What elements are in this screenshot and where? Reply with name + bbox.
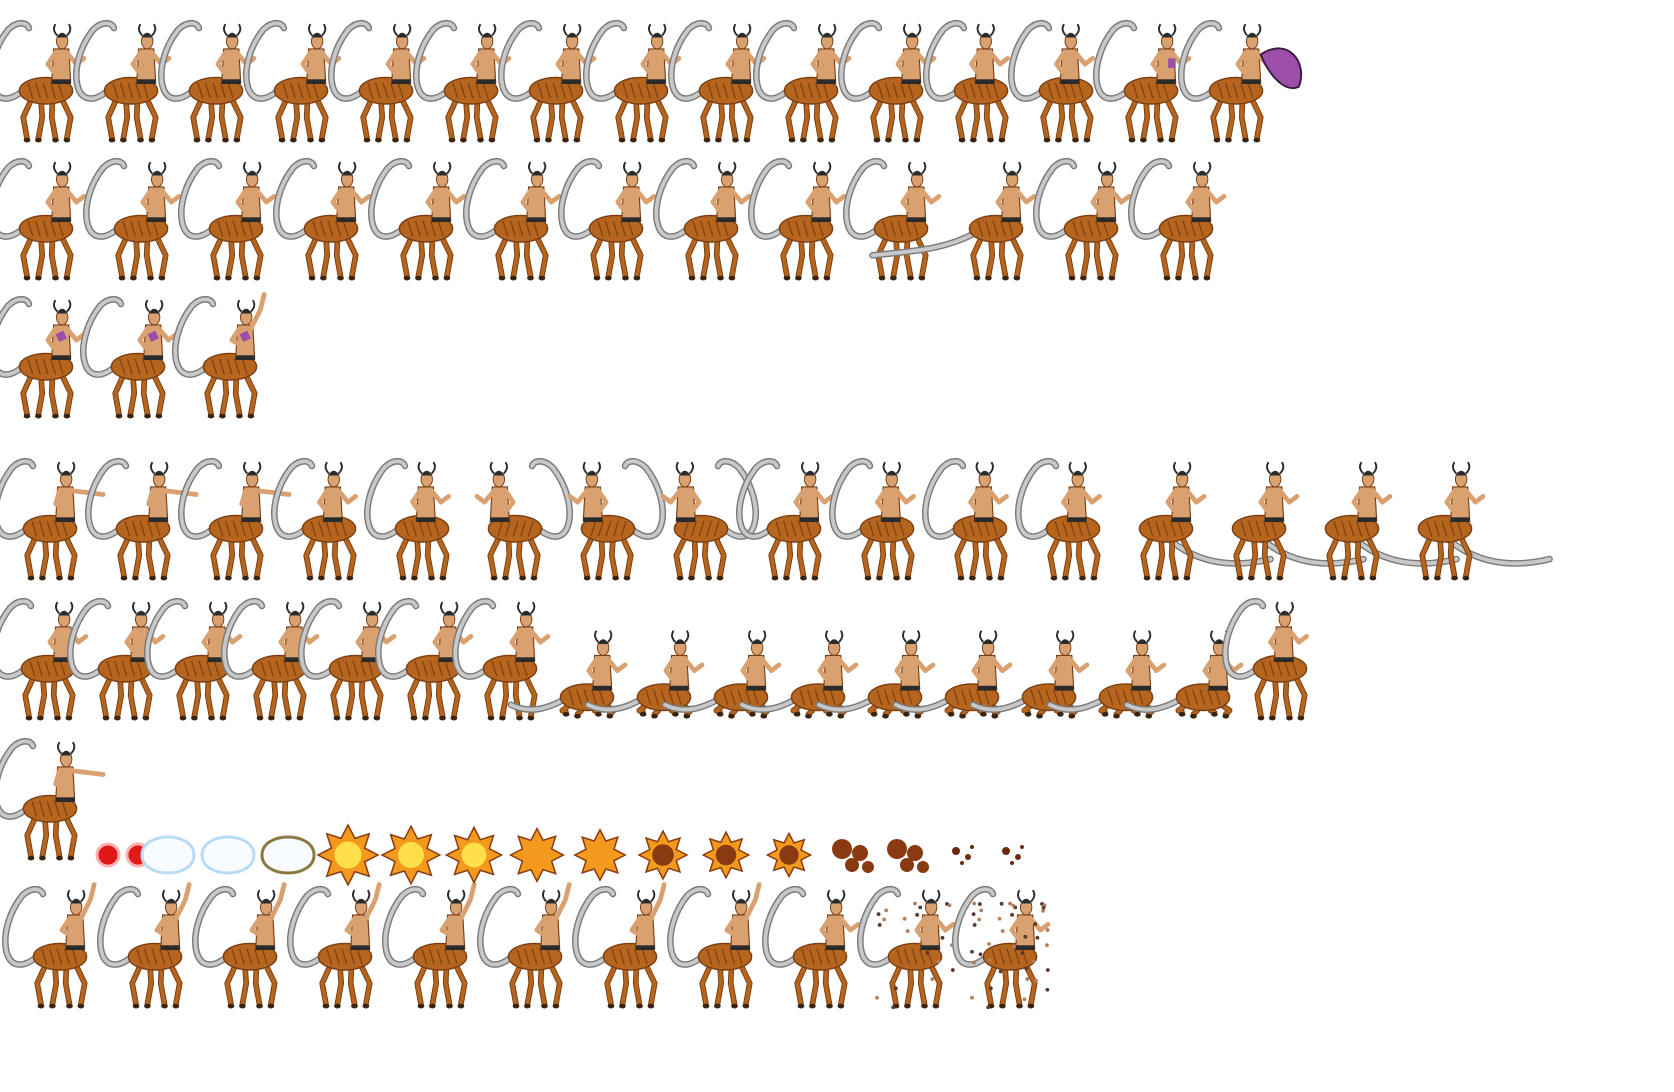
- sprite-stance-frame-5: [328, 19, 427, 143]
- fx-burst-frame-13: [765, 831, 813, 879]
- sprite-kicks-frame-2: [85, 457, 199, 581]
- sprite-stance-frame-8: [583, 19, 682, 143]
- sprite-cast-frame-3: [172, 292, 267, 419]
- fx-burst-frame-7: [380, 824, 442, 886]
- sprite-hit-crouch-frame-14: [969, 630, 1090, 719]
- fx-orb-frame-1: [95, 842, 121, 868]
- sprite-walk-jump-frame-7: [558, 157, 657, 281]
- sprite-kicks-frame-7: [567, 457, 666, 581]
- sprite-hit-crouch-frame-13: [892, 630, 1013, 719]
- sprite-kicks-frame-4: [271, 457, 358, 581]
- fx-debris-frame-16: [952, 845, 974, 865]
- sprite-cast-frame-2: [80, 295, 179, 419]
- sprite-stance-frame-6: [413, 19, 512, 143]
- fx-burst-frame-10: [573, 828, 627, 882]
- sprite-victory-death-frame-11: [952, 885, 1051, 1010]
- fx-burst-frame-11: [637, 829, 689, 881]
- effect-frames: [95, 823, 1024, 887]
- sprite-hit-crouch-frame-5: [298, 597, 397, 721]
- sprite-hit-crouch-frame-8: [507, 630, 628, 719]
- fx-burst-frame-9: [508, 826, 566, 884]
- sprite-hit-crouch-frame-12: [815, 630, 936, 719]
- fx-smoke-frame-15: [887, 839, 929, 873]
- sprite-frames: [0, 19, 1553, 1010]
- sprite-stance-frame-14: [1093, 19, 1192, 143]
- sprite-hit-crouch-frame-9: [584, 630, 705, 719]
- sprite-stance-frame-2: [73, 19, 172, 143]
- sprite-cast-frame-1: [0, 295, 87, 419]
- sprite-kicks-frame-3: [178, 457, 292, 581]
- sprite-stance-frame-13: [1008, 19, 1095, 143]
- sprite-victory-death-frame-8: [667, 882, 762, 1009]
- sprite-kicks-frame-9: [736, 457, 835, 581]
- sprite-stance-frame-11: [838, 19, 937, 143]
- sprite-kicks-frame-5: [364, 457, 451, 581]
- sprite-kicks-frame-16: [1417, 461, 1553, 581]
- fx-debris-frame-17: [1002, 845, 1024, 865]
- fx-smoke-frame-14: [832, 839, 874, 873]
- fx-burst-frame-8: [444, 825, 504, 885]
- sprite-kicks-frame-12: [1015, 457, 1102, 581]
- fx-ring-frame-5: [260, 835, 316, 875]
- sprite-projectile-fx-frame-1: [0, 737, 106, 861]
- sprite-hit-crouch-frame-1: [0, 597, 89, 721]
- fx-burst-frame-12: [701, 830, 751, 880]
- sprite-walk-jump-frame-12: [1033, 157, 1132, 281]
- sprite-hit-crouch-frame-17: [1222, 597, 1309, 721]
- sprite-victory-death-frame-7: [572, 882, 667, 1009]
- fx-burst-frame-6: [316, 823, 380, 887]
- sprite-stance-frame-4: [243, 19, 342, 143]
- sprite-walk-jump-frame-9: [748, 157, 847, 281]
- sprite-walk-jump-frame-3: [178, 157, 277, 281]
- sprite-kicks-frame-11: [922, 457, 1009, 581]
- sprite-walk-jump-frame-2: [83, 157, 182, 281]
- sprite-stance-frame-7: [498, 19, 597, 143]
- sprite-hit-crouch-frame-10: [661, 630, 782, 719]
- sprite-victory-death-frame-5: [382, 882, 477, 1009]
- sprite-stance-frame-10: [753, 19, 852, 143]
- sprite-kicks-frame-6: [474, 457, 573, 581]
- sprite-victory-death-frame-3: [192, 882, 287, 1009]
- sprite-hit-crouch-frame-4: [221, 597, 320, 721]
- sprite-walk-jump-frame-13: [1128, 157, 1227, 281]
- sprite-walk-jump-frame-1: [0, 157, 87, 281]
- sprite-walk-jump-frame-11: [869, 161, 1037, 281]
- sprite-walk-jump-frame-5: [368, 157, 467, 281]
- sprite-walk-jump-frame-8: [653, 157, 752, 281]
- sprite-kicks-frame-13: [1138, 461, 1274, 581]
- sprite-victory-death-frame-9: [762, 885, 861, 1009]
- fx-ring-frame-3: [140, 835, 196, 875]
- sprite-stance-frame-9: [668, 19, 767, 143]
- fx-ring-frame-4: [200, 835, 256, 875]
- sprite-stance-frame-15: [1178, 19, 1303, 143]
- sprite-walk-jump-frame-4: [273, 157, 372, 281]
- sprite-kicks-frame-1: [0, 457, 106, 581]
- sprite-victory-death-frame-2: [97, 882, 192, 1009]
- sprite-walk-jump-frame-6: [463, 157, 562, 281]
- sprite-kicks-frame-8: [660, 457, 759, 581]
- sprite-victory-death-frame-1: [2, 882, 97, 1009]
- sprite-hit-crouch-frame-3: [144, 597, 243, 721]
- sprite-kicks-frame-10: [829, 457, 916, 581]
- sprite-victory-death-frame-6: [477, 882, 572, 1009]
- sprite-hit-crouch-frame-2: [67, 597, 166, 721]
- sprite-victory-death-frame-10: [857, 885, 956, 1010]
- sprite-victory-death-frame-4: [287, 882, 382, 1009]
- sprite-stance-frame-12: [923, 19, 1010, 143]
